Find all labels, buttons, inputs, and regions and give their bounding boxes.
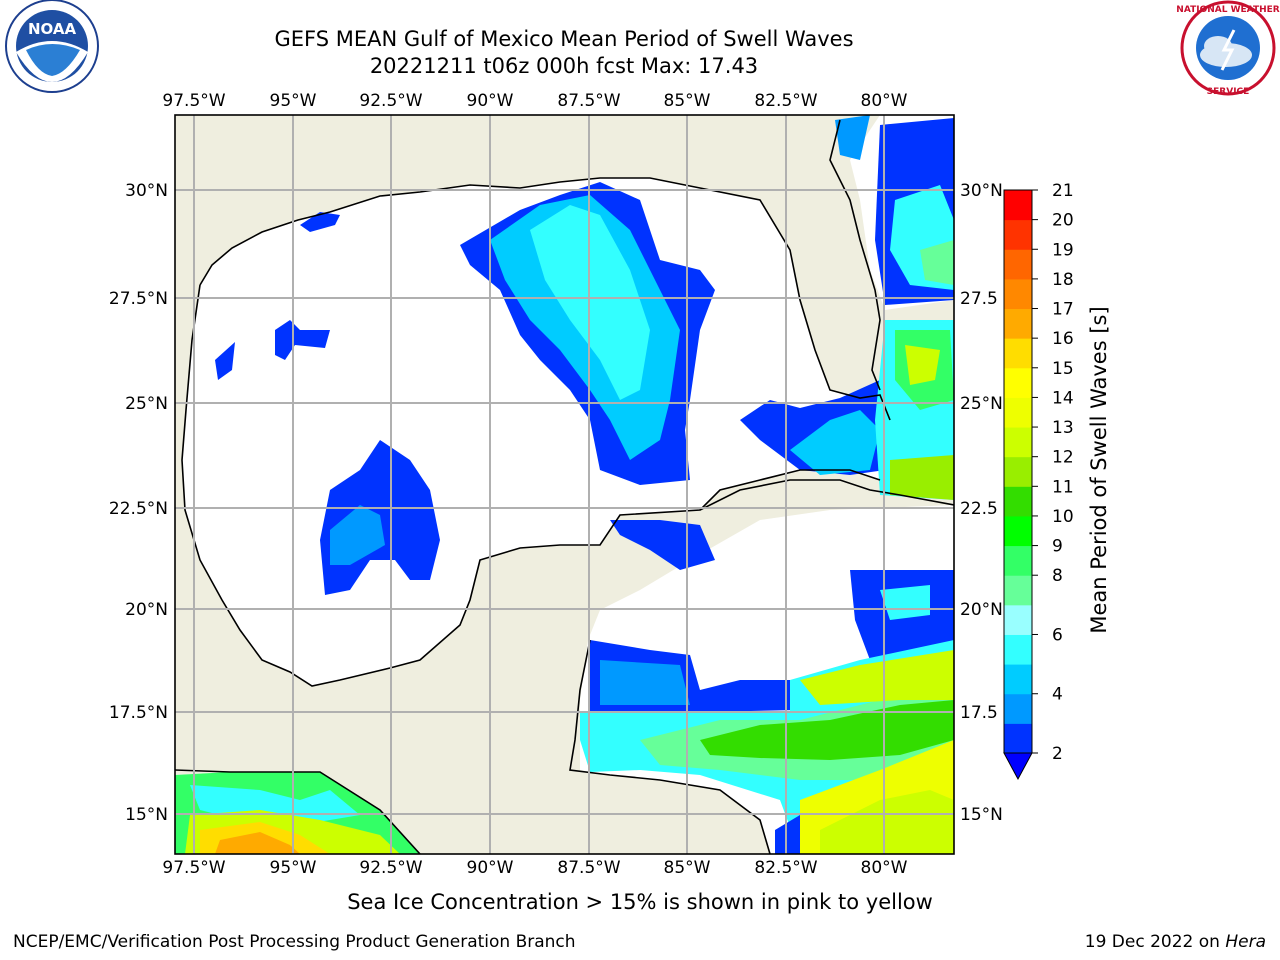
lon-tick-bottom: 82.5°W — [754, 858, 817, 878]
lat-tick-left: 22.5°N — [109, 499, 168, 519]
florida-coastline — [829, 119, 881, 391]
lon-tick-bottom: 97.5°W — [162, 858, 225, 878]
colorbar-swatch — [1004, 664, 1032, 695]
lat-tick-left: 30°N — [125, 181, 168, 201]
lat-tick-right: 27.5 — [960, 289, 998, 309]
top-lon-ticks: 97.5°W 95°W 92.5°W 90°W 87.5°W 85°W 82.5… — [162, 91, 907, 111]
colorbar-tick-label: 12 — [1052, 448, 1074, 468]
colorbar-tick-label: 18 — [1052, 270, 1074, 290]
colorbar: 2 4 6 8 9 10 11 12 13 14 15 16 17 18 19 20 21 — [1003, 181, 1074, 781]
lon-tick-top: 85°W — [664, 91, 711, 111]
colorbar-tick-label: 17 — [1052, 300, 1074, 320]
lat-tick-left: 20°N — [125, 600, 168, 620]
lon-tick-top: 82.5°W — [754, 91, 817, 111]
lon-tick-top: 95°W — [270, 91, 317, 111]
colorbar-swatch — [1004, 219, 1032, 250]
nws-logo: NATIONAL WEATHER SERVICE — [1176, 0, 1280, 97]
colorbar-swatch — [1004, 545, 1032, 576]
lat-tick-right: 25°N — [960, 394, 1003, 414]
colorbar-swatch — [1004, 278, 1032, 310]
lat-tick-left: 15°N — [125, 805, 168, 825]
sea-ice-note: Sea Ice Concentration > 15% is shown in … — [347, 890, 933, 914]
lon-tick-bottom: 95°W — [270, 858, 317, 878]
lon-tick-bottom: 92.5°W — [359, 858, 422, 878]
colorbar-tick-label: 11 — [1052, 477, 1074, 497]
colorbar-tick-label: 6 — [1052, 625, 1063, 645]
colorbar-tick-label: 15 — [1052, 359, 1074, 379]
colorbar-swatch — [1004, 486, 1032, 517]
footer-host: Hera — [1225, 932, 1266, 952]
lon-tick-bottom: 87.5°W — [557, 858, 620, 878]
colorbar-tick-label: 20 — [1052, 211, 1074, 231]
lat-tick-left: 17.5°N — [109, 703, 168, 723]
colorbar-frame — [1003, 189, 1033, 754]
bottom-lon-ticks: 97.5°W 95°W 92.5°W 90°W 87.5°W 85°W 82.5… — [162, 858, 907, 878]
footer-date: 19 Dec 2022 on Hera — [1085, 932, 1266, 952]
colorbar-swatch — [1004, 190, 1032, 221]
colorbar-swatch — [1004, 723, 1032, 754]
lat-tick-right: 30°N — [960, 181, 1003, 201]
noaa-logo-text: NOAA — [28, 20, 77, 38]
svg-text:SERVICE: SERVICE — [1207, 87, 1250, 97]
colorbar-tick-label: 16 — [1052, 329, 1074, 349]
colorbar-swatch — [1004, 397, 1032, 428]
central-america-coastline — [569, 639, 771, 854]
lon-tick-bottom: 90°W — [467, 858, 514, 878]
colorbar-tick-label: 2 — [1052, 744, 1063, 764]
colorbar-tick-label: 19 — [1052, 240, 1074, 260]
colorbar-swatch — [1004, 308, 1032, 339]
colorbar-swatch — [1004, 456, 1032, 487]
lat-tick-left: 27.5°N — [109, 289, 168, 309]
swell-field — [175, 115, 954, 854]
colorbar-tick-label: 14 — [1052, 388, 1074, 408]
lat-tick-left: 25°N — [125, 394, 168, 414]
colorbar-label: Mean Period of Swell Waves [s] — [1087, 306, 1111, 633]
chart-title: GEFS MEAN Gulf of Mexico Mean Period of … — [274, 27, 854, 51]
right-lat-ticks: 30°N 27.5 25°N 22.5 20°N 17.5 15°N — [960, 181, 1003, 825]
lat-tick-right: 17.5 — [960, 703, 998, 723]
colorbar-swatch — [1004, 604, 1032, 635]
chart-subtitle: 20221211 t06z 000h fcst Max: 17.43 — [369, 54, 759, 78]
gulf-coastline — [181, 177, 891, 687]
pacific-coastline — [175, 769, 421, 854]
lon-tick-bottom: 80°W — [861, 858, 908, 878]
colorbar-tick-label: 4 — [1052, 685, 1063, 705]
colorbar-swatch — [1004, 575, 1032, 606]
colorbar-swatch — [1004, 634, 1032, 665]
lon-tick-top: 87.5°W — [557, 91, 620, 111]
left-lat-ticks: 30°N 27.5°N 25°N 22.5°N 20°N 17.5°N 15°N — [109, 181, 168, 825]
colorbar-swatch — [1004, 515, 1032, 547]
colorbar-tick-label: 8 — [1052, 566, 1063, 586]
footer-date-text: 19 Dec 2022 on — [1084, 932, 1226, 952]
lon-tick-bottom: 85°W — [664, 858, 711, 878]
colorbar-swatch — [1004, 427, 1032, 458]
colorbar-tick-label: 21 — [1052, 181, 1074, 201]
lat-tick-right: 15°N — [960, 805, 1003, 825]
map-frame — [174, 114, 955, 855]
colorbar-extend-min — [1003, 752, 1033, 781]
lat-tick-right: 22.5 — [960, 499, 998, 519]
colorbar-tick-label: 9 — [1052, 537, 1063, 557]
svg-text:NATIONAL WEATHER: NATIONAL WEATHER — [1176, 5, 1279, 15]
cuba-coastline — [699, 479, 954, 511]
colorbar-tick-label: 10 — [1052, 507, 1074, 527]
colorbar-swatch — [1004, 338, 1032, 369]
colorbar-swatch — [1004, 693, 1032, 724]
lat-tick-right: 20°N — [960, 600, 1003, 620]
lon-tick-top: 80°W — [861, 91, 908, 111]
lon-tick-top: 97.5°W — [162, 91, 225, 111]
colorbar-tick-label: 13 — [1052, 418, 1074, 438]
noaa-logo: NOAA — [5, 0, 99, 93]
colorbar-swatch — [1004, 367, 1032, 398]
lon-tick-top: 90°W — [467, 91, 514, 111]
map-grid — [175, 115, 954, 854]
footer-credit: NCEP/EMC/Verification Post Processing Pr… — [13, 932, 576, 952]
colorbar-swatch — [1004, 249, 1032, 280]
map-area — [175, 115, 954, 854]
lon-tick-top: 92.5°W — [359, 91, 422, 111]
